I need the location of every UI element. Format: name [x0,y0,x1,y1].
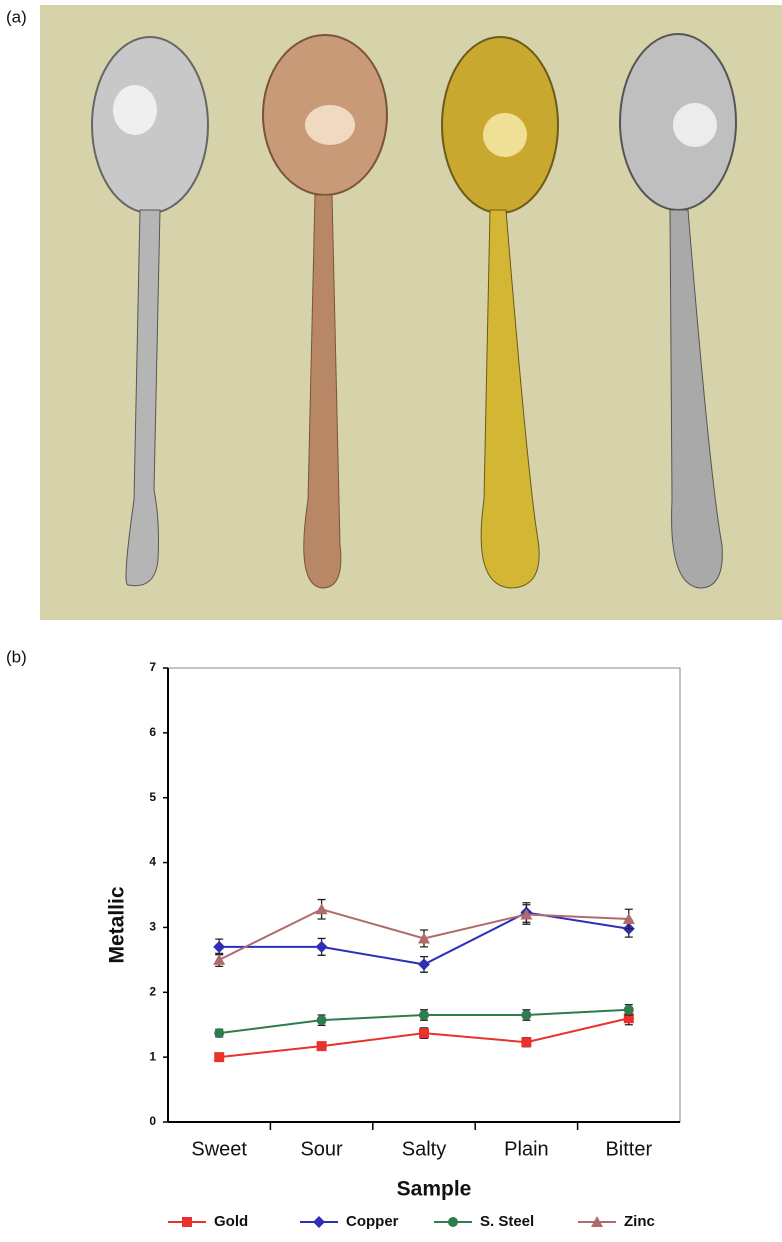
x-tick-label: Sour [300,1138,343,1160]
y-tick-label: 6 [149,725,156,739]
legend-marker [448,1217,458,1227]
legend-marker [182,1217,192,1227]
x-tick-label: Sweet [191,1138,247,1160]
panel-label: (a) [6,7,27,26]
y-tick-label: 1 [149,1049,156,1063]
legend-label: S. Steel [480,1213,534,1230]
data-point [317,1041,327,1051]
panel-label: (b) [6,647,27,666]
y-axis-label: Metallic [106,886,129,963]
spoon-photo [40,5,782,620]
y-tick-label: 5 [149,790,156,804]
data-point [317,1015,327,1025]
y-tick-label: 4 [149,855,156,869]
data-point [213,941,225,953]
y-tick-label: 7 [149,660,156,674]
legend-marker [313,1216,325,1228]
data-point [418,958,430,970]
x-tick-label: Bitter [605,1138,652,1160]
x-tick-label: Salty [402,1138,446,1160]
data-point [624,1005,634,1015]
data-point [213,954,225,965]
data-point [521,1037,531,1047]
y-tick-label: 2 [149,984,156,998]
y-tick-label: 3 [149,920,156,934]
x-tick-label: Plain [504,1138,548,1160]
legend-label: Zinc [624,1213,655,1230]
data-point [521,1010,531,1020]
data-point [316,903,328,914]
data-point [214,1052,224,1062]
data-point [316,941,328,953]
x-axis-label: Sample [397,1178,472,1201]
figure: (a) (b) 0 1 2 3 4 5 6 7 Sweet Sour Salty Plain Bitte… [0,0,782,1237]
data-point [214,1028,224,1038]
data-point [419,1010,429,1020]
legend-label: Gold [214,1213,248,1230]
data-point [419,1028,429,1038]
y-tick-label: 0 [149,1114,156,1128]
legend-label: Copper [346,1213,399,1230]
